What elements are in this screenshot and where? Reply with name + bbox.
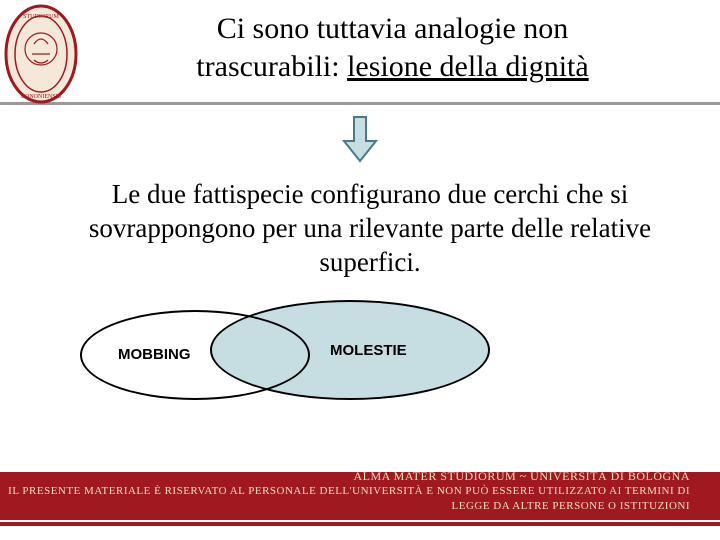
venn-ellipse-mobbing xyxy=(80,310,310,400)
body-paragraph: Le due fattispecie configurano due cerch… xyxy=(60,178,680,279)
university-seal: STUDIORUM BONONIENSIS xyxy=(4,4,79,104)
footer-accent-line xyxy=(0,522,720,526)
svg-text:STUDIORUM: STUDIORUM xyxy=(23,14,59,20)
svg-text:BONONIENSIS: BONONIENSIS xyxy=(21,94,61,100)
down-arrow-icon xyxy=(342,115,378,163)
footer-notice: IL PRESENTE MATERIALE È RISERVATO AL PER… xyxy=(0,484,690,514)
footer-brand: ALMA MATER STUDIORUM ~ UNIVERSITÀ DI BOL… xyxy=(0,468,690,484)
title-line-1: Ci sono tuttavia analogie non xyxy=(85,10,700,48)
venn-label-molestie: MOLESTIE xyxy=(330,342,407,359)
title-underlined: lesione della dignità xyxy=(347,50,589,83)
slide-title: Ci sono tuttavia analogie non trascurabi… xyxy=(85,10,700,85)
title-line-2: trascurabili: lesione della dignità xyxy=(85,48,700,86)
title-underline-rule xyxy=(0,102,720,105)
footer-text: ALMA MATER STUDIORUM ~ UNIVERSITÀ DI BOL… xyxy=(0,468,690,508)
venn-diagram: MOBBING MOLESTIE xyxy=(80,300,490,410)
title-plain: trascurabili: xyxy=(196,50,347,83)
venn-label-mobbing: MOBBING xyxy=(118,346,191,363)
